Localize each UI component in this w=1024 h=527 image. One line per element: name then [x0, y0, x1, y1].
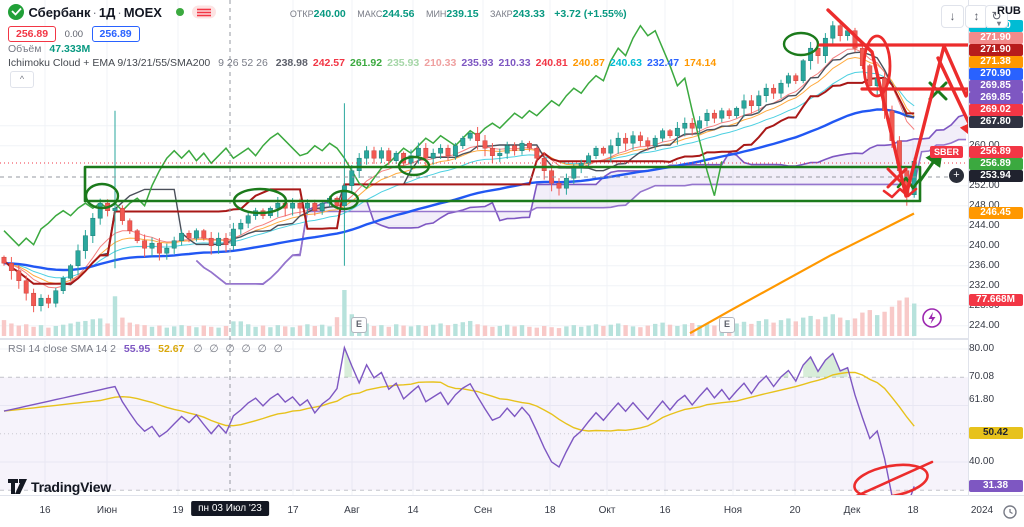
tradingview-logo[interactable]: TradingView	[8, 478, 111, 495]
indicator-row-ichimoku[interactable]: Ichimoku Cloud + EMA 9/13/21/55/SMA200 9…	[8, 57, 717, 69]
events-lightning-icon[interactable]	[922, 308, 942, 328]
rsi-empty-values: ∅ ∅ ∅ ∅ ∅ ∅	[193, 343, 285, 355]
market-status-icons	[176, 5, 217, 19]
price-tick: 236.00	[969, 259, 1000, 271]
bid-price[interactable]: 256.89	[8, 26, 57, 42]
indicator-value: 235.93	[387, 57, 420, 69]
indicator-price-label: 270.90	[968, 68, 1023, 80]
time-tick: Окт	[598, 505, 616, 516]
indicator-value: 238.98	[275, 57, 308, 69]
time-tick: 2024	[970, 505, 994, 516]
indicator-value: 242.57	[312, 57, 345, 69]
indicator-values: 238.98 242.57 261.92 235.93 210.33 235.93 210.…	[271, 57, 717, 69]
indicator-value: 210.33	[424, 57, 457, 69]
rsi-tick: 61.80	[969, 394, 995, 405]
indicator-value: 240.63	[609, 57, 642, 69]
time-axis[interactable]	[0, 495, 1024, 527]
indicator-value: 174.14	[684, 57, 717, 69]
sma200-price-label: 246.45	[968, 207, 1023, 219]
scroll-to-recent-button[interactable]: ↓	[941, 5, 964, 28]
reset-chart-button2[interactable]: ↻	[985, 5, 1008, 28]
indicator-value: 210.33	[498, 57, 531, 69]
time-tick: 16	[659, 505, 671, 516]
indicator-price-label: 271.90	[968, 32, 1023, 44]
time-tick: 18	[544, 505, 556, 516]
indicator-price-label: 269.85	[968, 92, 1023, 104]
rsi-axis-label: 31.38	[968, 480, 1023, 492]
time-tick: Сен	[473, 505, 493, 516]
rsi-tick: 70.08	[969, 371, 995, 382]
indicator-value: 261.92	[349, 57, 383, 69]
ohlc-readout: ОТКР240.00 МАКС244.56 МИН239.15 ЗАКР243.…	[289, 8, 627, 20]
symbol-name[interactable]: Сбербанк · 1Д · MOEX	[28, 5, 162, 20]
time-tick: 14	[407, 505, 419, 516]
time-tick: Ноя	[723, 505, 743, 516]
indicator-value: 232.47	[646, 57, 680, 69]
time-tick: 16	[39, 505, 51, 516]
indicator-price-label: 267.80	[968, 116, 1023, 128]
crosshair-price-label: 253.94	[968, 170, 1023, 182]
symbol-header: Сбербанк · 1Д · MOEX ОТКР240.00 МАКС244.56 М…	[8, 4, 627, 22]
crosshair-time-label: пн 03 Июл '23	[191, 501, 269, 516]
time-tick: Дек	[843, 505, 861, 516]
indicator-price-label: 271.38	[968, 56, 1023, 68]
indicator-row-rsi[interactable]: RSI 14 close SMA 14 2 55.95 52.67 ∅ ∅ ∅ …	[8, 343, 285, 355]
indicator-value: 240.81	[535, 57, 568, 69]
bid-ask-row: 256.89 0.00 256.89	[8, 24, 140, 42]
volume-axis-label: 77.668M	[968, 294, 1023, 306]
indicator-price-label: 269.85	[968, 80, 1023, 92]
price-tick: 244.00	[969, 219, 1000, 231]
indicator-price-label: 269.02	[968, 104, 1023, 116]
price-tick: 232.00	[969, 279, 1000, 291]
add-alert-button[interactable]: +	[949, 168, 964, 183]
volume-value: 47.333M	[49, 43, 91, 55]
market-open-dot-icon	[176, 8, 185, 16]
tradingview-logo-icon	[8, 479, 27, 494]
last-price-tag: SBER	[930, 146, 964, 158]
spread-value: 0.00	[64, 29, 84, 40]
volume-row[interactable]: Объём 47.333M	[8, 43, 91, 55]
session-clock-icon[interactable]	[1002, 504, 1018, 520]
time-tick: Авг	[344, 505, 360, 516]
price-tick: 248.00	[969, 199, 1000, 211]
rsi-sma-value: 52.67	[158, 343, 185, 355]
indicator-price-label: 271.90	[968, 44, 1023, 56]
time-tick: 19	[172, 505, 184, 516]
earnings-badge[interactable]: E	[351, 317, 367, 333]
indicator-value: 235.93	[461, 57, 494, 69]
ask-price[interactable]: 256.89	[91, 26, 140, 42]
rsi-value: 55.95	[123, 343, 151, 355]
time-tick: Июн	[96, 505, 118, 516]
price-tick: 240.00	[969, 239, 1000, 251]
price-tick: 224.00	[969, 319, 1000, 331]
indicator-value: 240.87	[572, 57, 605, 69]
last-price-label: 256.89	[968, 146, 1023, 158]
rsi-tick: 40.00	[969, 456, 995, 467]
price-tick: 252.00	[969, 179, 1000, 191]
currency-selector[interactable]: RUB ▾	[997, 5, 1021, 28]
time-tick: 18	[907, 505, 919, 516]
time-tick: 20	[789, 505, 801, 516]
drawing-price-label: 256.89	[968, 158, 1023, 170]
time-tick: 17	[287, 505, 299, 516]
price-tick: 260.00	[969, 140, 1024, 151]
rsi-tick: 80.00	[969, 343, 995, 354]
change-value: +3.72 (+1.55%)	[554, 8, 627, 20]
sberbank-logo-icon	[8, 4, 24, 20]
collapse-legend-button[interactable]: ^	[10, 71, 34, 88]
earnings-badge[interactable]: E	[719, 317, 735, 333]
collapse-panes-button[interactable]: ↕	[965, 5, 988, 28]
rsi-sma-axis-label: 50.42	[968, 427, 1023, 439]
